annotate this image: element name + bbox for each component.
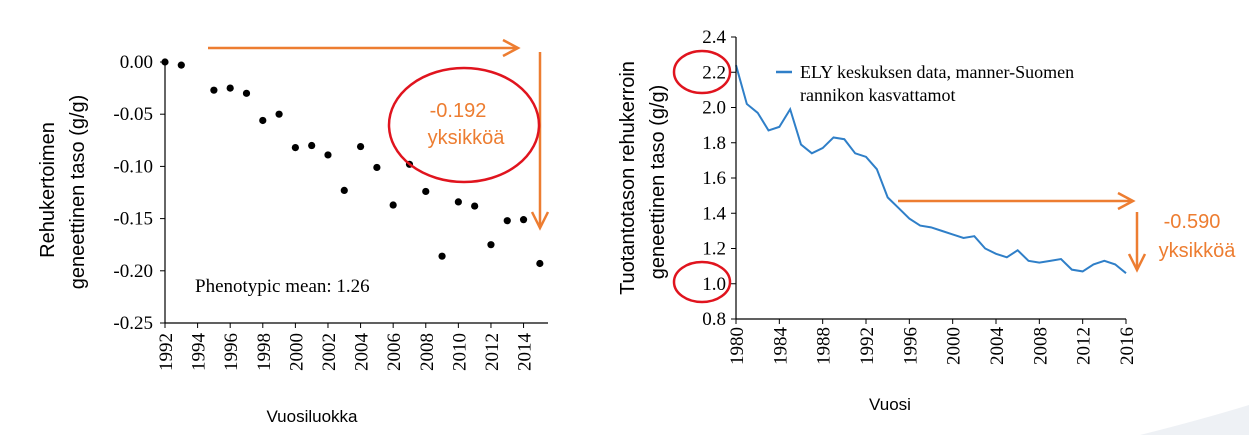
left-data-point (487, 241, 495, 249)
left-scatter-chart: 0.00-0.05-0.10-0.15-0.20-0.25 1992 1994 19… (37, 38, 550, 426)
left-x-tick-label: 2012 (482, 333, 503, 371)
left-horizontal-arrow (208, 38, 521, 58)
left-x-tick-label: 1992 (156, 333, 177, 371)
right-y-ticks: 2.4 2.2 2.0 1.8 1.6 1.4 1.2 1.0 0.8 (702, 27, 736, 330)
right-x-tick-label: 2012 (1074, 327, 1095, 365)
left-x-tick-label: 2004 (352, 333, 373, 372)
right-x-tick-label: 2016 (1117, 327, 1138, 365)
right-x-tick-label: 2000 (944, 327, 965, 365)
left-annotation-phenotypic-mean: Phenotypic mean: 1.26 (195, 276, 370, 297)
left-x-tick-label: 1996 (221, 333, 242, 371)
right-horizontal-arrow (898, 191, 1136, 211)
left-ylabel-line1: Rehukertoimen (37, 122, 59, 258)
left-data-point (356, 142, 365, 151)
left-data-point (324, 151, 332, 159)
left-y-tick-label: 0.00 (120, 52, 153, 73)
right-x-ticks: 1980 1984 1988 1992 1996 2000 2004 2008 2012 2016 (727, 319, 1138, 365)
left-data-point (177, 61, 185, 69)
left-y-tick-label: -0.20 (113, 261, 153, 282)
right-y-tick-label: 2.4 (702, 27, 726, 48)
left-y-tick-label: -0.25 (113, 313, 153, 334)
left-data-point (519, 216, 528, 224)
left-data-point (422, 187, 430, 196)
left-y-tick-label: -0.15 (113, 209, 153, 230)
left-arrow-label-unit: yksikköä (428, 127, 506, 149)
decorative-swoosh (1140, 405, 1249, 435)
left-y-tick-label: -0.05 (113, 104, 153, 125)
left-data-point (275, 110, 283, 118)
left-data-point (259, 116, 267, 125)
left-data-point (226, 84, 234, 92)
right-x-tick-label: 1988 (814, 327, 835, 365)
right-x-tick-label: 1992 (857, 327, 878, 365)
right-circle-tick-2-2 (672, 49, 732, 95)
right-circle-tick-1-0 (672, 260, 732, 304)
right-xlabel: Vuosi (869, 395, 911, 414)
left-data-point (308, 141, 316, 150)
right-y-tick-label: 0.8 (702, 309, 726, 330)
right-y-tick-label: 1.4 (702, 203, 726, 224)
left-vertical-arrow (530, 52, 550, 231)
right-series-line (735, 64, 1127, 274)
left-data-point (210, 86, 218, 94)
right-arrow-label-value: -0.590 (1164, 211, 1221, 233)
left-data-point (373, 163, 381, 172)
left-x-tick-label: 2014 (515, 333, 536, 372)
left-x-tick-label: 2006 (384, 333, 405, 371)
right-x-tick-label: 1984 (770, 327, 791, 366)
right-vertical-arrow (1127, 212, 1147, 273)
right-ylabel-line2: geneettinen taso (g/g) (647, 85, 669, 280)
right-y-tick-label: 1.8 (702, 133, 726, 154)
left-data-point (291, 144, 299, 152)
left-x-ticks: 1992 1994 1996 1998 2000 2002 2004 2006 2008 2010… (156, 323, 536, 371)
left-xlabel: Vuosiluokka (266, 407, 358, 426)
left-data-point (438, 252, 446, 260)
right-arrow-label-unit: yksikköä (1159, 240, 1237, 262)
left-x-tick-label: 2002 (319, 333, 340, 371)
right-ylabel-line1: Tuotantotason rehukerroin (617, 61, 639, 295)
left-x-tick-label: 1994 (189, 333, 210, 372)
left-data-point (242, 89, 251, 97)
right-y-tick-label: 1.2 (702, 239, 726, 260)
right-x-tick-label: 1980 (727, 327, 748, 365)
left-arrow-label-value: -0.192 (430, 100, 487, 122)
left-x-tick-label: 2000 (286, 333, 307, 371)
right-x-tick-label: 2008 (1030, 327, 1051, 365)
left-data-point (454, 198, 462, 206)
right-y-tick-label: 1.6 (702, 168, 726, 189)
left-data-point (389, 201, 397, 209)
left-x-tick-label: 1998 (254, 333, 275, 371)
right-y-tick-label: 2.0 (702, 98, 726, 119)
left-data-points (161, 58, 544, 268)
left-data-point (471, 202, 479, 210)
left-y-ticks: 0.00 -0.05 -0.10 -0.15 -0.20 -0.25 (113, 52, 165, 334)
right-line-chart: 2.4 2.2 2.0 1.8 1.6 1.4 1.2 1.0 0.8 1980 1984 1988… (617, 27, 1236, 414)
left-highlight-circle (387, 66, 541, 184)
left-ylabel-line2: geneettinen taso (g/g) (67, 95, 89, 290)
right-y-tick-label: 2.2 (702, 62, 726, 83)
left-data-point (536, 259, 544, 268)
left-data-point (340, 186, 348, 195)
right-legend-line1: ELY keskuksen data, manner-Suomen (800, 62, 1074, 82)
left-y-tick-label: -0.10 (113, 156, 153, 177)
right-x-tick-label: 2004 (987, 327, 1008, 366)
left-x-tick-label: 2008 (417, 333, 438, 371)
left-x-tick-label: 2010 (449, 333, 470, 371)
left-data-point (503, 217, 511, 225)
right-legend-line2: rannikon kasvattamot (800, 85, 955, 105)
right-y-tick-label: 1.0 (702, 274, 726, 295)
right-x-tick-label: 1996 (900, 327, 921, 365)
